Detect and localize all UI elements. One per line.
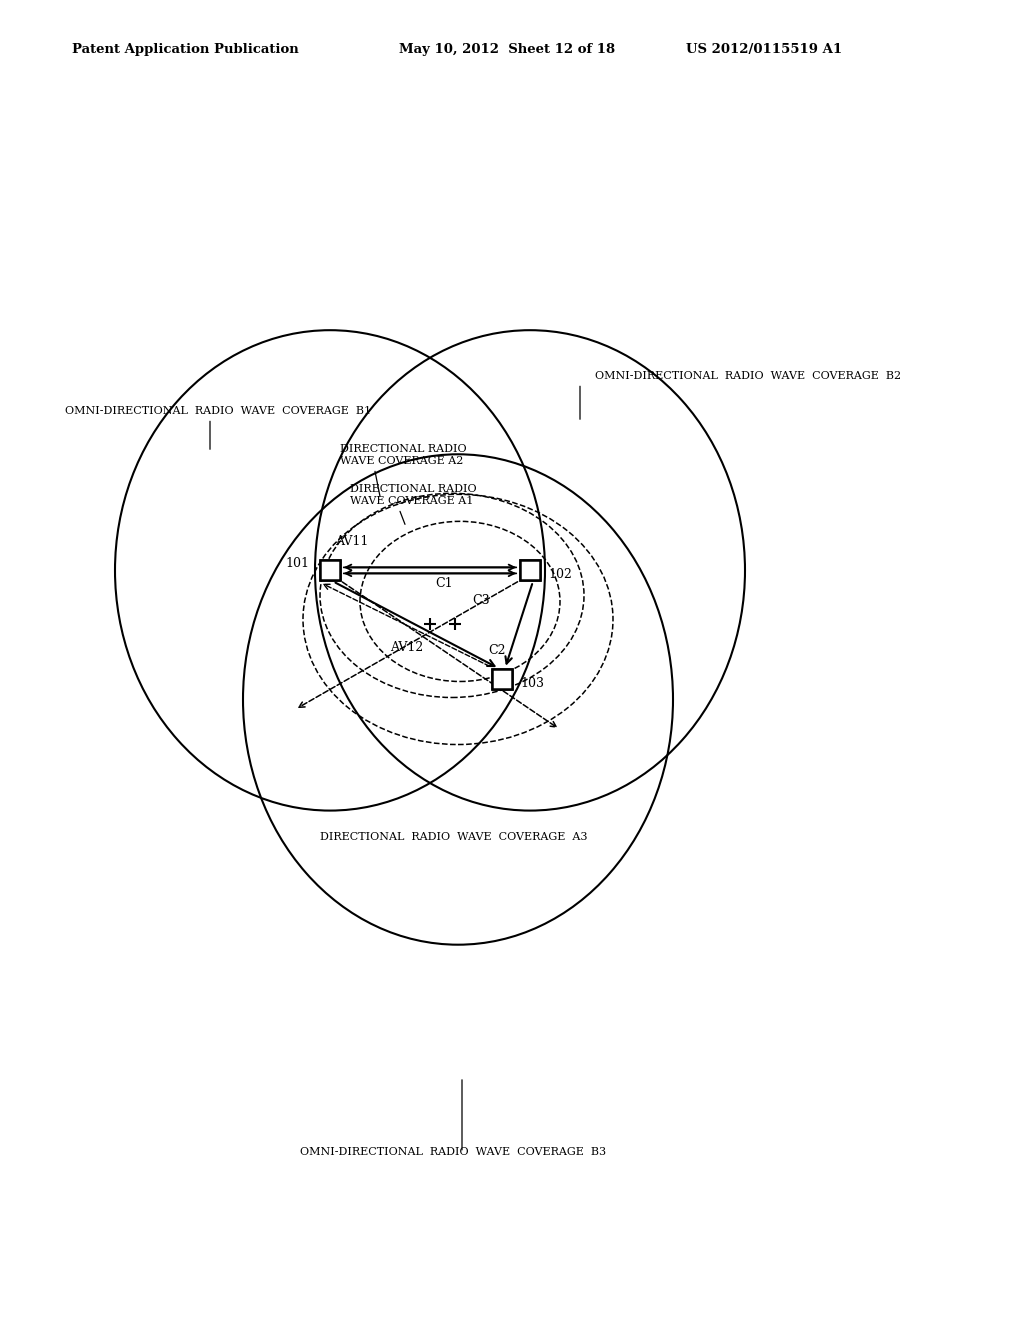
Text: C2: C2 xyxy=(488,644,506,657)
Bar xyxy=(319,561,340,581)
Bar xyxy=(319,561,340,581)
Bar xyxy=(492,669,512,689)
Bar xyxy=(520,561,540,581)
Text: 103: 103 xyxy=(520,677,544,690)
Text: DIRECTIONAL  RADIO  WAVE  COVERAGE  A3: DIRECTIONAL RADIO WAVE COVERAGE A3 xyxy=(319,832,588,842)
Bar xyxy=(492,669,512,689)
Text: May 10, 2012  Sheet 12 of 18: May 10, 2012 Sheet 12 of 18 xyxy=(399,44,615,55)
Text: AV11: AV11 xyxy=(335,536,369,548)
Text: US 2012/0115519 A1: US 2012/0115519 A1 xyxy=(686,44,842,55)
Text: AV12: AV12 xyxy=(390,642,423,655)
Bar xyxy=(520,561,540,581)
Text: Patent Application Publication: Patent Application Publication xyxy=(72,44,298,55)
Text: 102: 102 xyxy=(548,569,571,581)
Text: 101: 101 xyxy=(285,557,309,570)
Text: DIRECTIONAL RADIO
WAVE COVERAGE A2: DIRECTIONAL RADIO WAVE COVERAGE A2 xyxy=(340,444,467,466)
Text: OMNI-DIRECTIONAL  RADIO  WAVE  COVERAGE  B1: OMNI-DIRECTIONAL RADIO WAVE COVERAGE B1 xyxy=(65,407,371,416)
Text: C1: C1 xyxy=(435,577,453,590)
Text: DIRECTIONAL RADIO
WAVE COVERAGE A1: DIRECTIONAL RADIO WAVE COVERAGE A1 xyxy=(350,484,476,507)
Text: C3: C3 xyxy=(472,594,489,607)
Text: OMNI-DIRECTIONAL  RADIO  WAVE  COVERAGE  B3: OMNI-DIRECTIONAL RADIO WAVE COVERAGE B3 xyxy=(300,1147,606,1156)
Text: OMNI-DIRECTIONAL  RADIO  WAVE  COVERAGE  B2: OMNI-DIRECTIONAL RADIO WAVE COVERAGE B2 xyxy=(595,371,901,381)
